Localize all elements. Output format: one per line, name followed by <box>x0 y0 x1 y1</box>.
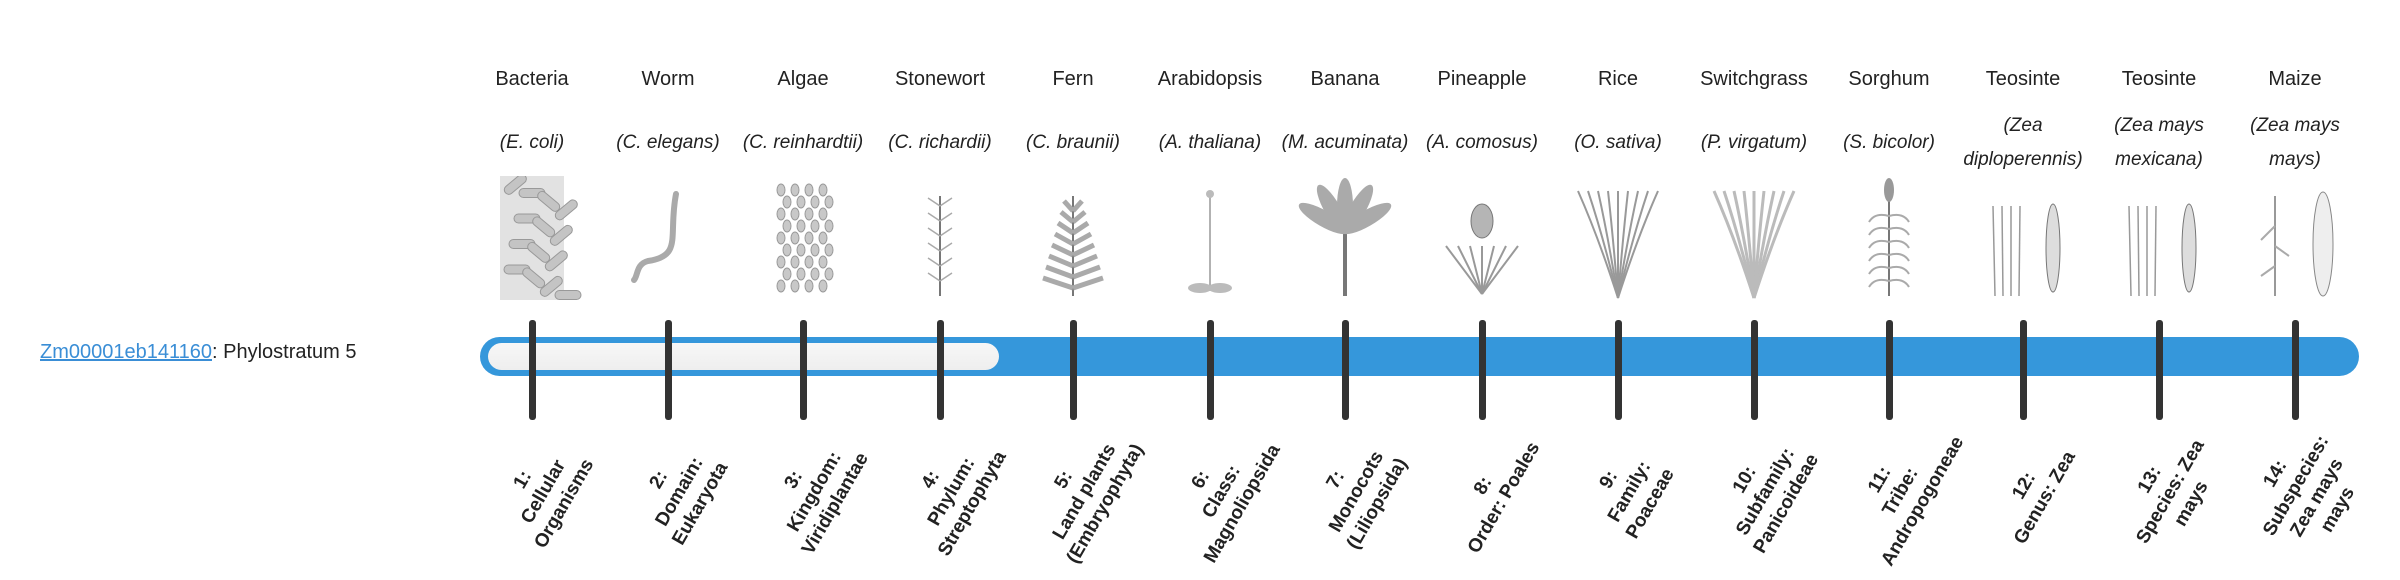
organism-species-name: (O. sativa) <box>1550 108 1686 178</box>
organism-common-name: Stonewort <box>894 68 986 90</box>
stratum-tick <box>1070 320 1077 420</box>
stratum-tick <box>1751 320 1758 420</box>
sorghum-icon <box>1829 176 1949 300</box>
stonewort-icon <box>880 176 1000 300</box>
organism-species-name: (Zea diploperennis) <box>1955 108 2091 178</box>
stratum-label: 5: Land plants (Embryophyta) <box>1019 413 1151 570</box>
organism-common-name: Algae <box>777 68 829 90</box>
species-text: (M. acuminata) <box>1281 132 1409 153</box>
stratum-tick <box>2020 320 2027 420</box>
species-text: (C. richardii) <box>888 132 992 153</box>
organism-species-name: (Zea mays mexicana) <box>2091 108 2227 178</box>
stratum-tick <box>800 320 807 420</box>
organism-common-name: Teosinte <box>2121 68 2197 90</box>
organism-species-name: (E. coli) <box>464 108 600 178</box>
organism-species-name: (S. bicolor) <box>1821 108 1957 178</box>
organism-common-name: Maize <box>2268 68 2322 90</box>
banana-icon <box>1285 176 1405 300</box>
worm-icon <box>608 176 728 300</box>
species-text: (A. comosus) <box>1426 132 1538 153</box>
species-text: (C. reinhardtii) <box>742 132 864 153</box>
organism-species-name: (M. acuminata) <box>1277 108 1413 178</box>
species-text: (C. elegans) <box>616 132 720 153</box>
species-text: (A. thaliana) <box>1158 132 1262 153</box>
stratum-label: 4: Phylum: Streptophyta <box>886 413 1018 570</box>
organism-species-name: (C. elegans) <box>600 108 736 178</box>
species-text: (C. braunii) <box>1026 132 1120 153</box>
switchgrass-icon <box>1694 176 1814 300</box>
organism-species-name: (C. richardii) <box>872 108 1008 178</box>
organism-species-name: (A. thaliana) <box>1142 108 1278 178</box>
species-text: (Zea diploperennis) <box>1963 115 2083 170</box>
stratum-label: 1: Cellular Organisms <box>478 413 610 570</box>
species-text: (P. virgatum) <box>1700 132 1808 153</box>
phylostratum-text: : Phylostratum 5 <box>212 341 357 363</box>
species-text: (O. sativa) <box>1574 132 1662 153</box>
organism-common-name: Pineapple <box>1437 68 1527 90</box>
organism-common-name: Bacteria <box>495 68 569 90</box>
stratum-tick <box>665 320 672 420</box>
stratum-tick <box>2292 320 2299 420</box>
organism-common-name: Sorghum <box>1848 68 1930 90</box>
stratum-label: 11: Tribe: Andropogoneae <box>1835 413 1968 570</box>
stratum-label: 12: Genus: Zea <box>1979 419 2091 564</box>
stratum-tick <box>1479 320 1486 420</box>
organism-common-name: Teosinte <box>1985 68 2061 90</box>
organism-species-name: (C. reinhardtii) <box>735 108 871 178</box>
pineapple-icon <box>1422 176 1542 300</box>
arabidopsis-icon <box>1150 176 1270 300</box>
stratum-tick <box>1615 320 1622 420</box>
stratum-label: 10: Subfamily: Panicoideae <box>1700 413 1832 570</box>
fern-icon <box>1013 176 1133 300</box>
organism-species-name: (A. comosus) <box>1414 108 1550 178</box>
species-text: (Zea mays mexicana) <box>2114 115 2204 170</box>
stratum-tick <box>1207 320 1214 420</box>
gene-label: Zm00001eb141160: Phylostratum 5 <box>40 341 357 364</box>
organism-species-name: (C. braunii) <box>1005 108 1141 178</box>
stratum-label: 14: Subspecies: Zea mays mays <box>2230 407 2383 576</box>
phylostratum-bar-unfilled <box>488 343 999 370</box>
algae-icon <box>743 176 863 300</box>
species-text: (Zea mays mays) <box>2250 115 2340 170</box>
organism-common-name: Worm <box>641 68 695 90</box>
stratum-tick <box>529 320 536 420</box>
stratum-tick <box>1342 320 1349 420</box>
stratum-tick <box>937 320 944 420</box>
bacteria-icon <box>472 173 592 300</box>
organism-common-name: Fern <box>1052 68 1094 90</box>
gene-id-link[interactable]: Zm00001eb141160 <box>40 341 212 363</box>
teosinte-icon <box>2099 176 2219 300</box>
rice-icon <box>1558 176 1678 300</box>
species-text: (E. coli) <box>499 132 565 153</box>
organism-common-name: Banana <box>1310 68 1380 90</box>
organism-common-name: Arabidopsis <box>1157 68 1263 90</box>
organism-species-name: (P. virgatum) <box>1686 108 1822 178</box>
stratum-label: 7: Monocots (Liliopsida) <box>1291 413 1423 570</box>
species-text: (S. bicolor) <box>1843 132 1935 153</box>
stratum-label: 8: Order: Poales <box>1438 419 1550 564</box>
stratum-label: 9: Family: Poaceae <box>1564 413 1696 570</box>
stratum-label: 6: Class: Magnoliopsida <box>1156 413 1288 570</box>
teosinte-icon <box>1963 176 2083 300</box>
stratum-label: 2: Domain: Eukaryota <box>614 413 746 570</box>
stratum-tick <box>2156 320 2163 420</box>
organism-common-name: Rice <box>1597 68 1638 90</box>
phylostratum-bar <box>480 337 2359 376</box>
organism-species-name: (Zea mays mays) <box>2227 108 2363 178</box>
stratum-label: 13: Species: Zea mays <box>2105 413 2237 570</box>
maize-icon <box>2235 176 2355 300</box>
stratum-tick <box>1886 320 1893 420</box>
organism-common-name: Switchgrass <box>1700 68 1808 90</box>
stratum-label: 3: Kingdom: Viridiplantae <box>749 413 881 570</box>
